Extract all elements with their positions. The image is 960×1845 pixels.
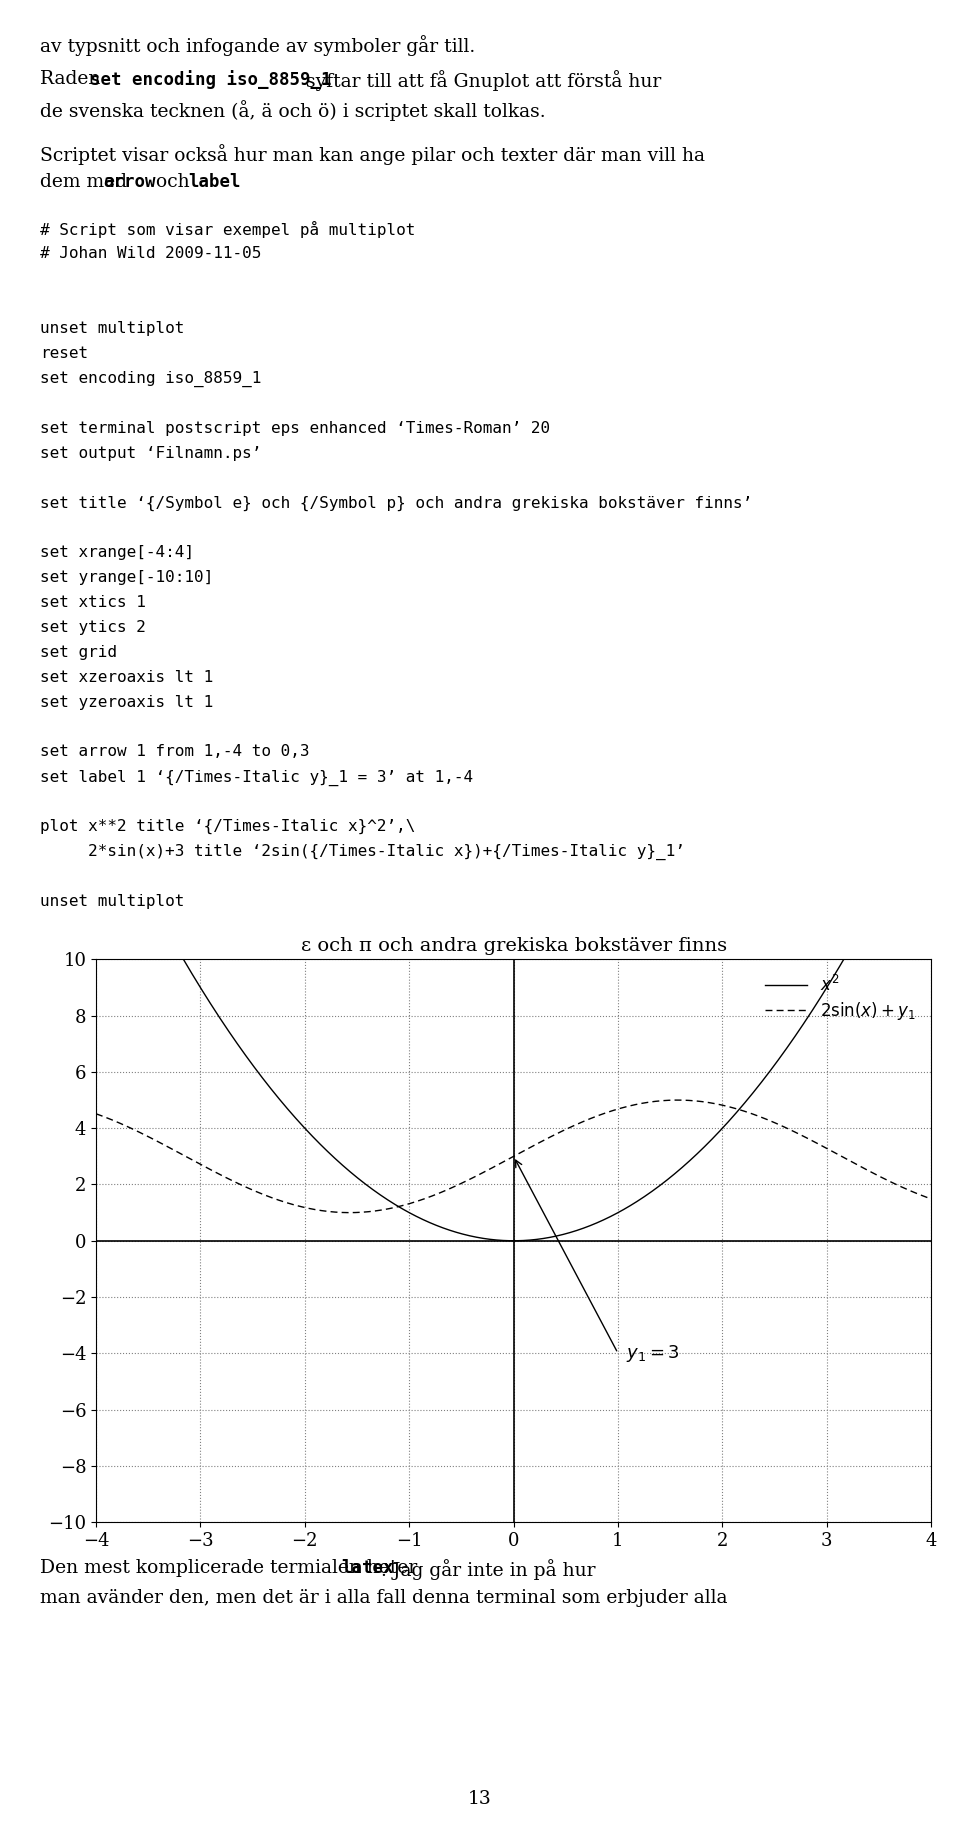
Text: set grid: set grid	[40, 646, 117, 661]
Text: plot x**2 title ‘{/Times-Italic x}^2’,\: plot x**2 title ‘{/Times-Italic x}^2’,\	[40, 819, 416, 834]
Text: 2*sin(x)+3 title ‘2sin({/Times-Italic x})+{/Times-Italic y}_1’: 2*sin(x)+3 title ‘2sin({/Times-Italic x}…	[40, 845, 685, 860]
$x^2$	[508, 1229, 519, 1251]
Text: av typsnitt och infogande av symboler går till.: av typsnitt och infogande av symboler gå…	[40, 35, 475, 55]
$x^2$	[428, 1214, 440, 1236]
$x^2$	[176, 945, 187, 967]
Legend: $x^2$, $2\mathrm{sin}(x)+y_1$: $x^2$, $2\mathrm{sin}(x)+y_1$	[758, 969, 923, 1028]
Text: set terminal postscript eps enhanced ‘Times-Roman’ 20: set terminal postscript eps enhanced ‘Ti…	[40, 421, 550, 435]
$2\mathrm{sin}(x)+y_1$	[344, 1201, 355, 1223]
Text: set yrange[-10:10]: set yrange[-10:10]	[40, 570, 213, 585]
Text: set label 1 ‘{/Times-Italic y}_1 = 3’ at 1,-4: set label 1 ‘{/Times-Italic y}_1 = 3’ at…	[40, 769, 473, 786]
Text: . Jag går inte in på hur: . Jag går inte in på hur	[381, 1559, 595, 1579]
$x^2$	[742, 1089, 754, 1111]
Text: .: .	[233, 173, 239, 192]
Text: $y_1 = 3$: $y_1 = 3$	[626, 1343, 680, 1363]
$2\mathrm{sin}(x)+y_1$	[925, 1188, 937, 1210]
Text: set ytics 2: set ytics 2	[40, 620, 146, 635]
$2\mathrm{sin}(x)+y_1$	[176, 1142, 187, 1164]
Text: Scriptet visar också hur man kan ange pilar och texter där man vill ha: Scriptet visar också hur man kan ange pi…	[40, 144, 706, 164]
Text: set yzeroaxis lt 1: set yzeroaxis lt 1	[40, 696, 213, 710]
Text: dem med: dem med	[40, 173, 133, 192]
$x^2$	[925, 779, 937, 801]
Text: set encoding iso_8859_1: set encoding iso_8859_1	[90, 70, 332, 89]
$2\mathrm{sin}(x)+y_1$	[672, 1089, 684, 1111]
Text: set xtics 1: set xtics 1	[40, 594, 146, 611]
$x^2$	[90, 779, 102, 801]
$2\mathrm{sin}(x)+y_1$	[429, 1184, 441, 1207]
Text: och: och	[150, 173, 196, 192]
$x^2$	[458, 1223, 469, 1245]
Text: set xzeroaxis lt 1: set xzeroaxis lt 1	[40, 670, 213, 684]
Text: 13: 13	[468, 1790, 492, 1808]
$2\mathrm{sin}(x)+y_1$	[758, 1107, 770, 1129]
$x^2$	[757, 1068, 769, 1090]
$2\mathrm{sin}(x)+y_1$	[743, 1101, 755, 1124]
$2\mathrm{sin}(x)+y_1$	[664, 1089, 676, 1111]
Text: # Script som visar exempel på multiplot: # Script som visar exempel på multiplot	[40, 221, 416, 238]
$2\mathrm{sin}(x)+y_1$	[459, 1172, 470, 1194]
Text: de svenska tecknen (å, ä och ö) i scriptet skall tolkas.: de svenska tecknen (å, ä och ö) i script…	[40, 100, 546, 120]
Text: arrow: arrow	[104, 173, 156, 192]
Text: syftar till att få Gnuplot att förstå hur: syftar till att få Gnuplot att förstå hu…	[300, 70, 660, 90]
Text: Raden: Raden	[40, 70, 107, 89]
Title: ε och π och andra grekiska bokstäver finns: ε och π och andra grekiska bokstäver fin…	[300, 937, 727, 956]
Text: set encoding iso_8859_1: set encoding iso_8859_1	[40, 371, 262, 387]
Line: $x^2$: $x^2$	[96, 790, 931, 1240]
Text: latex: latex	[341, 1559, 394, 1577]
Line: $2\mathrm{sin}(x)+y_1$: $2\mathrm{sin}(x)+y_1$	[96, 1100, 931, 1212]
Text: label: label	[188, 173, 241, 192]
Text: Den mest komplicerade termialen heter: Den mest komplicerade termialen heter	[40, 1559, 423, 1577]
Text: unset multiplot: unset multiplot	[40, 893, 184, 910]
Text: unset multiplot: unset multiplot	[40, 321, 184, 336]
$x^2$	[664, 1166, 676, 1188]
Text: # Johan Wild 2009-11-05: # Johan Wild 2009-11-05	[40, 245, 262, 262]
Text: man avänder den, men det är i alla fall denna terminal som erbjuder alla: man avänder den, men det är i alla fall …	[40, 1589, 728, 1607]
Text: reset: reset	[40, 347, 88, 362]
Text: set title ‘{/Symbol e} och {/Symbol p} och andra grekiska bokstäver finns’: set title ‘{/Symbol e} och {/Symbol p} o…	[40, 494, 753, 511]
$2\mathrm{sin}(x)+y_1$	[90, 1103, 102, 1125]
Text: set arrow 1 from 1,-4 to 0,3: set arrow 1 from 1,-4 to 0,3	[40, 744, 310, 760]
Text: set output ‘Filnamn.ps’: set output ‘Filnamn.ps’	[40, 446, 262, 461]
Text: set xrange[-4:4]: set xrange[-4:4]	[40, 546, 194, 561]
